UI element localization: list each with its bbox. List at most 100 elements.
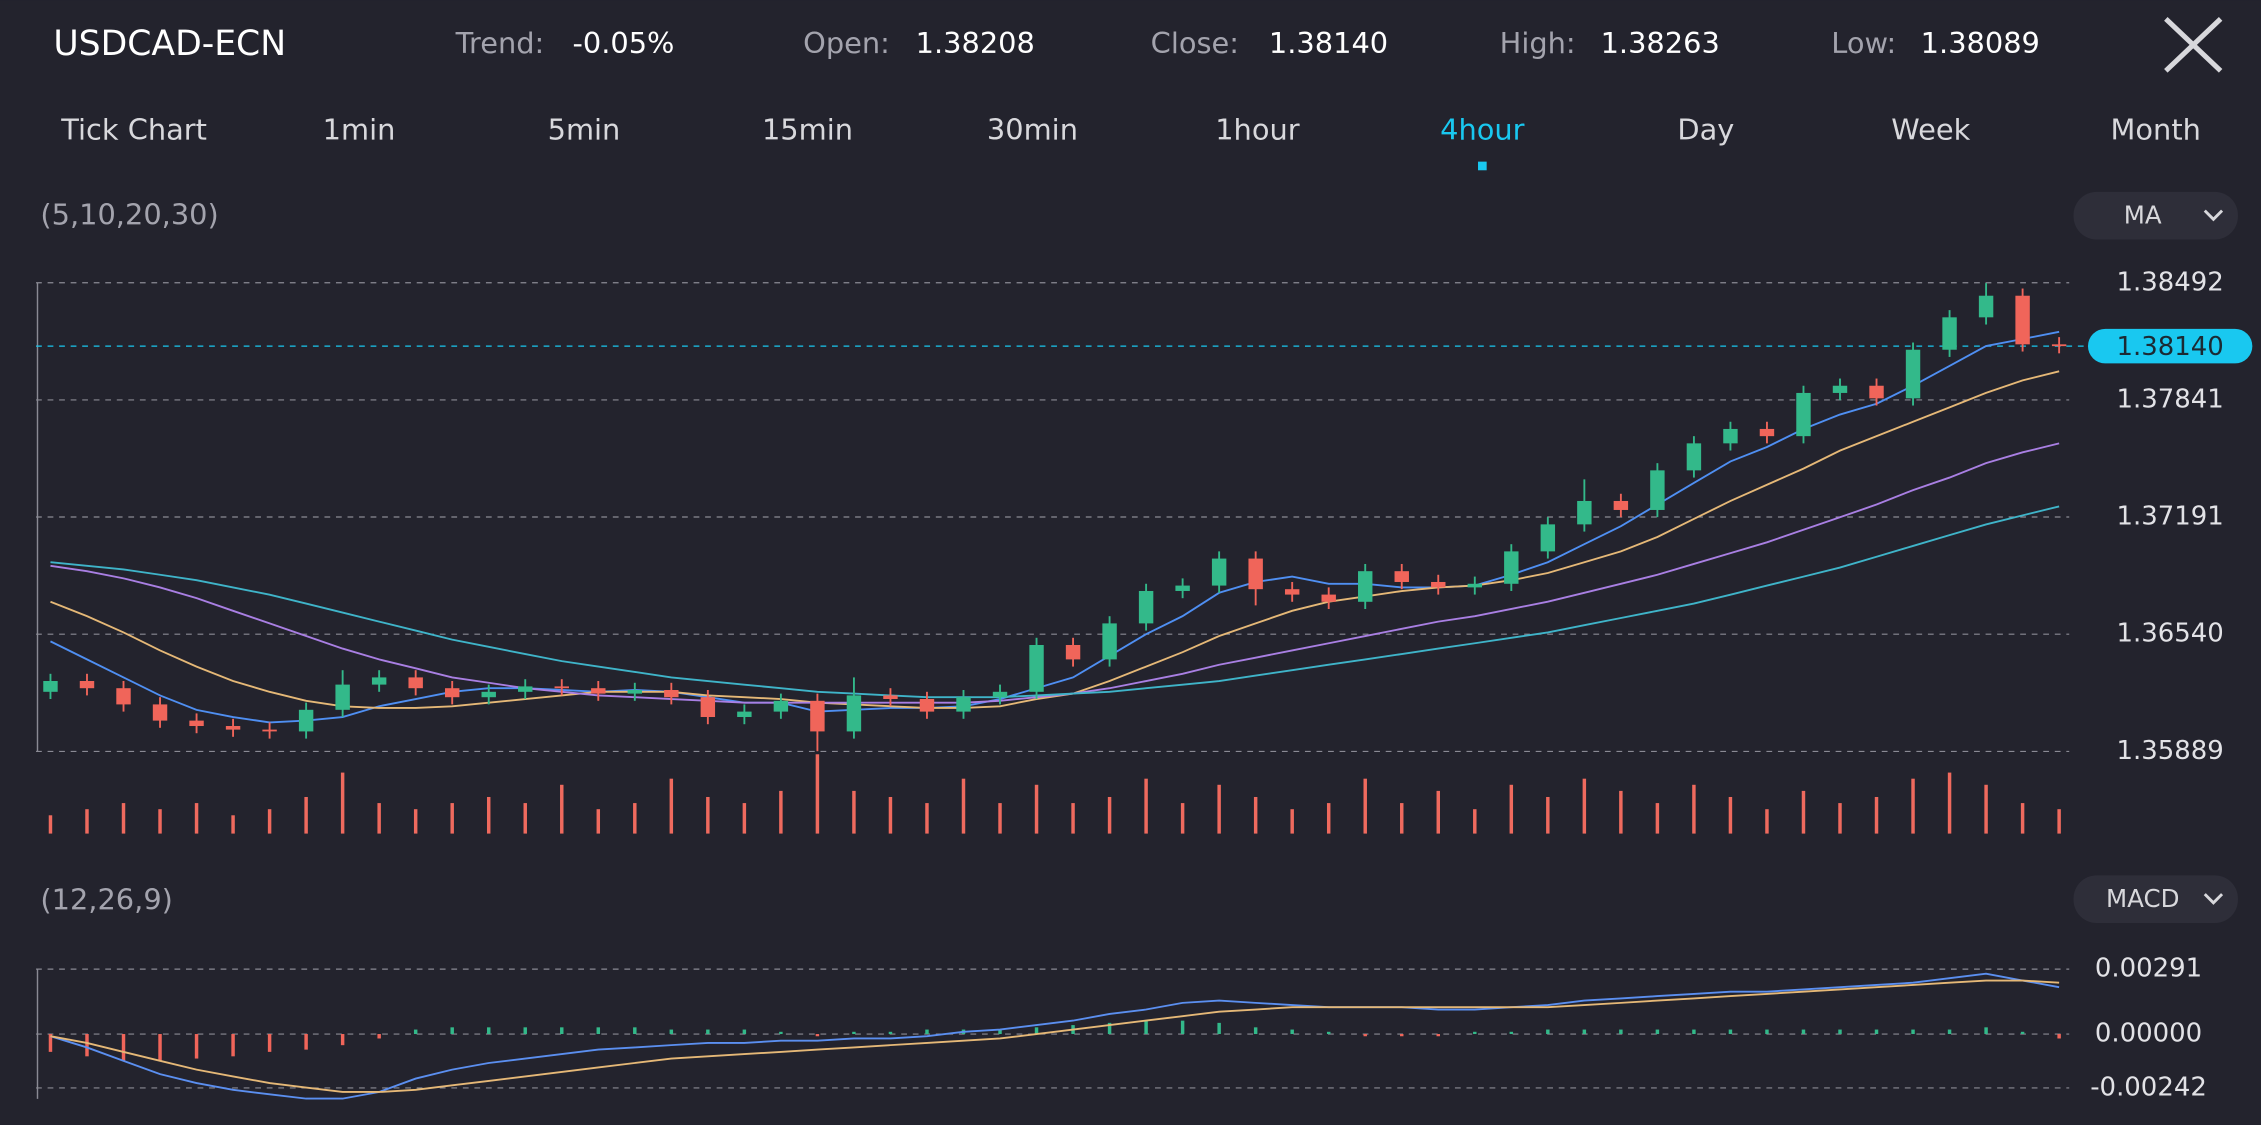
macd-histogram-bar — [1619, 1029, 1623, 1035]
candle-body — [1540, 524, 1556, 552]
macd-histogram-bar — [1874, 1029, 1879, 1035]
y-tick-label: 1.38492 — [2117, 267, 2224, 297]
volume-bar — [1728, 796, 1733, 834]
candle-body — [79, 681, 95, 689]
candle-body — [189, 720, 204, 727]
stat-value: 1.38263 — [1601, 26, 1720, 60]
candle-body — [919, 699, 935, 712]
candle-body — [1321, 594, 1336, 602]
volume-bar — [158, 809, 162, 834]
volume-bar — [633, 803, 637, 834]
macd-histogram-bar — [706, 1029, 710, 1035]
timeframe-tab[interactable]: 1min — [323, 112, 396, 146]
macd-line — [50, 972, 2060, 1100]
volume-bar — [450, 803, 454, 834]
candle-body — [1138, 590, 1154, 624]
candle-body — [1102, 623, 1117, 660]
y-tick-label: 0.00000 — [2095, 1019, 2202, 1049]
candle-body — [152, 704, 168, 721]
dropdown-chevron[interactable] — [2203, 209, 2224, 222]
candle-body — [1942, 317, 1957, 350]
volume-bar — [194, 803, 199, 834]
candle-body — [371, 677, 387, 685]
candle-body — [591, 688, 606, 694]
timeframe-tab[interactable]: Tick Chart — [60, 112, 207, 146]
macd-histogram-bar — [1436, 1034, 1440, 1037]
active-tab-indicator — [1478, 161, 1487, 171]
macd-histogram-bar — [1217, 1022, 1221, 1035]
macd-histogram-bar — [121, 1034, 126, 1061]
volume-bar — [1911, 778, 1915, 834]
candle-body — [1759, 428, 1775, 437]
dropdown-chevron[interactable] — [2203, 893, 2224, 905]
candle-body — [737, 711, 752, 718]
volume-bar — [925, 803, 929, 834]
volume-bar — [1290, 809, 1294, 834]
timeframe-tab[interactable]: Week — [1891, 112, 1970, 146]
volume-bar — [1400, 803, 1404, 834]
candle-body — [992, 691, 1008, 698]
volume-bar — [121, 803, 126, 834]
macd-histogram-bar — [1180, 1020, 1185, 1035]
candle-body — [1394, 571, 1409, 582]
timeframe-tab[interactable]: 4hour — [1440, 112, 1525, 146]
macd-histogram-bar — [413, 1029, 418, 1035]
timeframe-tab[interactable]: 1hour — [1215, 112, 1300, 146]
volume-bar — [304, 796, 308, 834]
stat-value: 1.38140 — [1269, 26, 1388, 60]
indicator-button[interactable] — [2073, 191, 2238, 240]
y-tick-label: 0.00291 — [2095, 954, 2202, 984]
stat-value: 1.38089 — [1921, 26, 2040, 60]
volume-bar — [1436, 790, 1440, 834]
macd-histogram-bar — [633, 1027, 637, 1035]
volume-bar — [231, 815, 235, 834]
volume-bar — [2057, 809, 2061, 834]
macd-histogram-bar — [742, 1029, 747, 1035]
timeframe-tab[interactable]: Month — [2111, 112, 2201, 146]
indicator-params: (12,26,9) — [40, 882, 173, 916]
indicator-button-label[interactable]: MACD — [2106, 884, 2179, 913]
macd-histogram-bar — [1655, 1029, 1660, 1035]
macd-histogram-bar — [1034, 1027, 1039, 1035]
volume-bar — [1107, 796, 1112, 834]
candle-body — [1211, 558, 1227, 586]
timeframe-tab[interactable]: 30min — [987, 112, 1078, 146]
volume-bar — [1546, 796, 1550, 834]
close-icon[interactable] — [2164, 17, 2223, 73]
candle-body — [444, 688, 460, 698]
volume-bar — [815, 754, 820, 834]
macd-histogram-bar — [1326, 1031, 1331, 1035]
volume-bar — [2020, 803, 2025, 834]
candle-body — [554, 686, 569, 689]
indicator-button-label[interactable]: MA — [2124, 200, 2162, 229]
indicator-button[interactable] — [2073, 875, 2238, 923]
candle-body — [1504, 551, 1519, 584]
candle-body — [1832, 385, 1848, 393]
volume-bar — [1363, 778, 1367, 834]
candle-body — [1978, 295, 1994, 318]
moving-average-line — [50, 330, 2060, 724]
candle-body — [773, 700, 789, 712]
volume-bar — [340, 772, 345, 834]
volume-bar — [377, 803, 381, 834]
candle-body — [1065, 644, 1081, 660]
macd-histogram-bar — [998, 1029, 1002, 1035]
volume-bar — [852, 790, 856, 834]
timeframe-tab[interactable]: Day — [1677, 112, 1734, 146]
volume-bar — [742, 803, 747, 834]
candle-body — [1905, 349, 1921, 399]
macd-histogram-bar — [1692, 1029, 1696, 1035]
macd-histogram-bar — [1838, 1029, 1842, 1035]
candle-body — [335, 684, 350, 710]
candle-body — [43, 681, 58, 692]
candle-body — [225, 726, 241, 730]
volume-bar — [1765, 809, 1769, 834]
timeframe-tab[interactable]: 5min — [548, 112, 621, 146]
close-button[interactable] — [2154, 9, 2232, 81]
timeframe-tab[interactable]: 15min — [762, 112, 853, 146]
candle-body — [1248, 558, 1263, 590]
macd-histogram-bar — [267, 1034, 272, 1052]
stat-value: 1.38208 — [916, 26, 1035, 60]
y-tick-label: -0.00242 — [2090, 1072, 2207, 1102]
